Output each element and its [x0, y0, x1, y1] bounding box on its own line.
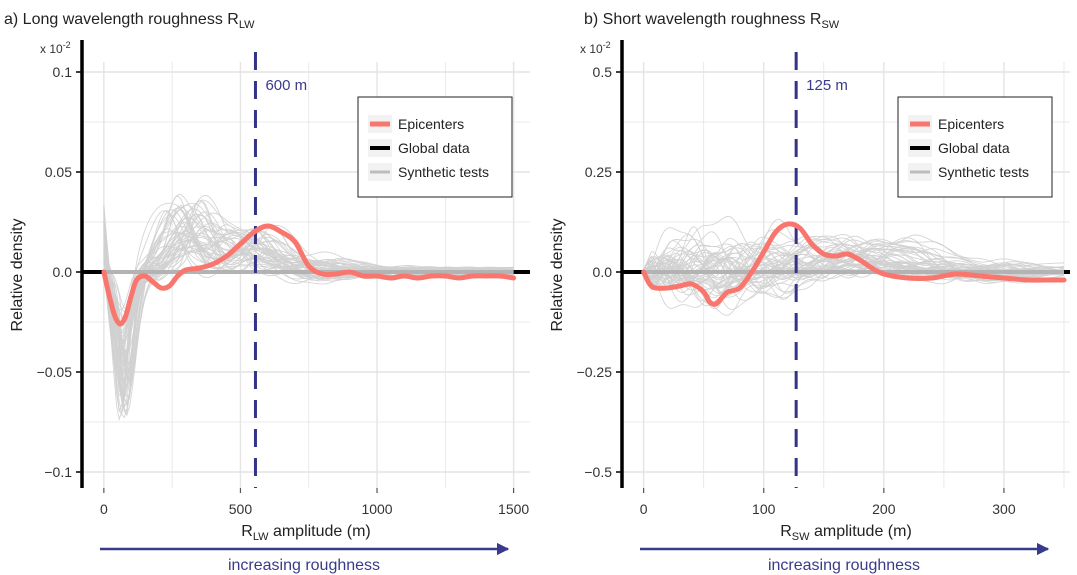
epicenters-line	[641, 221, 1067, 307]
x-axis-label-sub: SW	[792, 531, 810, 543]
x-axis-label-sub: LW	[253, 531, 269, 543]
threshold-label: 125 m	[806, 77, 848, 94]
legend-label: Synthetic tests	[938, 164, 1029, 180]
scale-note-base: x 10	[580, 42, 603, 56]
synthetic-test-line	[643, 215, 1065, 280]
y-axis-label: Relative density	[9, 219, 26, 332]
legend-label: Global data	[938, 140, 1010, 156]
synthetic-test-line	[103, 209, 514, 398]
x-axis-label-main: R	[241, 523, 253, 540]
legend: Epicenters Global data Synthetic tests	[357, 96, 513, 198]
y-tick-label: 0.25	[585, 164, 612, 180]
x-tick-label: 0	[100, 501, 108, 517]
threshold-label: 600 m	[265, 77, 307, 94]
x-axis-label-main: R	[780, 523, 792, 540]
synthetic-test-line	[643, 237, 1065, 279]
panel-title-main: a) Long wavelength roughness R	[4, 11, 239, 28]
x-tick-label: 0	[640, 501, 648, 517]
panel-title-sub: SW	[821, 19, 839, 31]
chart-panel-a: 600 m −0.1 −0.05 0.0 0.05 0.1 0 500 1000 1500 x 10…	[4, 11, 530, 574]
synthetic-test-line	[643, 244, 1065, 299]
synthetic-test-line	[643, 247, 1065, 282]
synthetic-test-line	[643, 241, 1065, 280]
y-tick-label: −0.5	[584, 464, 612, 480]
scale-note-exp: -2	[603, 40, 611, 50]
y-ticks: −0.1 −0.05 0.0 0.05 0.1	[37, 64, 82, 480]
y-tick-label: 0.0	[53, 264, 73, 280]
y-tick-label: 0.5	[593, 64, 613, 80]
y-tick-label: −0.25	[577, 364, 613, 380]
y-tick-label: −0.1	[44, 464, 72, 480]
legend: Epicenters Global data Synthetic tests	[897, 96, 1053, 198]
synthetic-test-line	[643, 246, 1065, 301]
synthetic-test-line	[643, 238, 1065, 310]
x-tick-label: 500	[229, 501, 253, 517]
x-tick-label: 1000	[361, 501, 392, 517]
legend-label: Epicenters	[398, 116, 464, 132]
scale-note-base: x 10	[40, 42, 63, 56]
legend-label: Epicenters	[938, 116, 1004, 132]
synthetic-test-line	[643, 235, 1065, 275]
scale-note: x 10-2	[40, 40, 71, 56]
y-axis-label: Relative density	[549, 219, 566, 332]
scale-note: x 10-2	[580, 40, 611, 56]
legend-label: Global data	[398, 140, 470, 156]
panel-title: a) Long wavelength roughness RLW	[4, 11, 255, 31]
arrow-label: increasing roughness	[768, 557, 920, 574]
x-tick-label: 300	[992, 501, 1016, 517]
y-tick-label: −0.05	[37, 364, 73, 380]
chart-panel-b: 125 m −0.5 −0.25 0.0 0.25 0.5 0 100 200 300 x 10-2…	[549, 11, 1070, 574]
legend-label: Synthetic tests	[398, 164, 489, 180]
y-tick-label: 0.1	[53, 64, 73, 80]
x-tick-label: 1500	[498, 501, 529, 517]
y-tick-label: 0.05	[45, 164, 72, 180]
x-ticks: 0 500 1000 1500	[100, 488, 529, 517]
x-axis-label-suffix: amplitude (m)	[269, 523, 371, 540]
epicenters-line	[101, 223, 517, 327]
scale-note-exp: -2	[63, 40, 71, 50]
x-tick-label: 100	[752, 501, 776, 517]
y-ticks: −0.5 −0.25 0.0 0.25 0.5	[577, 64, 622, 480]
x-axis-label: RLW amplitude (m)	[241, 523, 371, 543]
synthetic-test-line	[643, 234, 1065, 294]
x-axis-label: RSW amplitude (m)	[780, 523, 912, 543]
y-tick-label: 0.0	[593, 264, 613, 280]
x-axis-label-suffix: amplitude (m)	[810, 523, 912, 540]
panel-title-sub: LW	[239, 19, 255, 31]
x-ticks: 0 100 200 300	[640, 488, 1016, 517]
panel-title-main: b) Short wavelength roughness R	[584, 11, 821, 28]
panel-title: b) Short wavelength roughness RSW	[584, 11, 840, 31]
x-tick-label: 200	[872, 501, 896, 517]
arrow-label: increasing roughness	[228, 557, 380, 574]
